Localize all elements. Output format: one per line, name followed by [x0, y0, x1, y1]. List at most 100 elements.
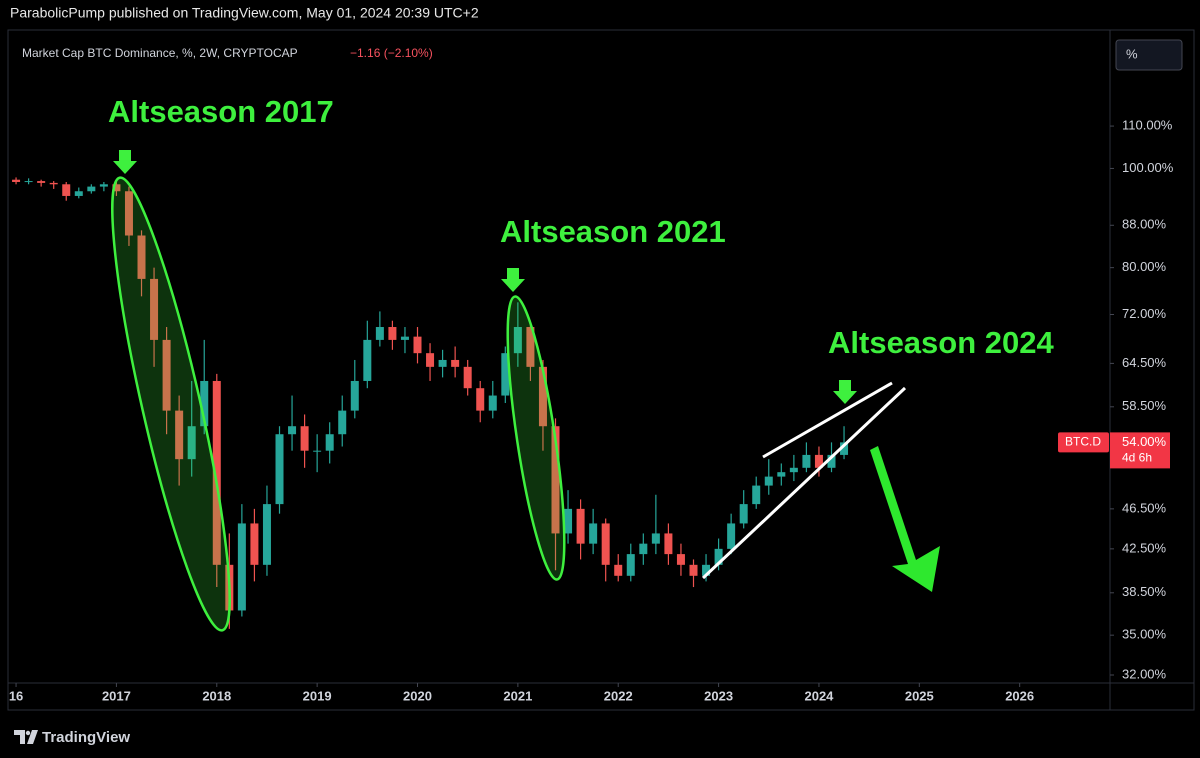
y-tick-label: 58.50%	[1122, 398, 1167, 413]
annotation: Altseason 2021	[500, 214, 726, 249]
candle-body	[49, 182, 58, 185]
candle-body	[325, 434, 334, 451]
candle-body	[601, 523, 610, 565]
candle-body	[37, 181, 46, 183]
logo-dot	[25, 730, 31, 736]
candle-body	[827, 454, 836, 468]
plot-area	[12, 177, 849, 629]
x-tick-label: 2018	[202, 688, 231, 703]
price-tag	[1110, 432, 1170, 469]
candle-body	[777, 472, 786, 477]
candle-body	[689, 564, 698, 576]
x-tick-label: 2026	[1005, 688, 1034, 703]
candle-body	[551, 426, 560, 534]
candle-body	[162, 339, 171, 411]
candle-body	[752, 485, 761, 505]
y-tick-label: 72.00%	[1122, 306, 1167, 321]
highlight-ellipse	[111, 176, 231, 632]
candle-body	[451, 359, 460, 367]
candle-body	[564, 508, 573, 534]
x-tick-label: 2024	[804, 688, 834, 703]
scale-button[interactable]	[1115, 39, 1183, 71]
candle-body	[476, 388, 485, 411]
x-tick-label: 2025	[905, 688, 934, 703]
x-tick-label: 2017	[102, 688, 131, 703]
y-tick-label: 32.00%	[1122, 666, 1167, 681]
candle-body	[538, 366, 547, 427]
y-tick-label: 80.00%	[1122, 259, 1167, 274]
candle-body	[275, 434, 284, 505]
symbol-tag-label: BTC.D	[1065, 435, 1101, 449]
y-tick-label: 88.00%	[1122, 217, 1167, 232]
candle-body	[74, 191, 83, 196]
y-tick-label: 38.50%	[1122, 584, 1167, 599]
trend-line	[762, 381, 893, 459]
price-change: −1.16 (−2.10%)	[350, 46, 433, 60]
tradingview-logo	[14, 730, 38, 744]
highlight-ellipse	[506, 295, 566, 581]
candle-body	[237, 523, 246, 611]
y-tick-label: 46.50%	[1122, 500, 1167, 515]
candle-body	[840, 442, 849, 455]
y-tick-label: 100.00%	[1122, 160, 1174, 175]
candle-body	[614, 564, 623, 576]
candle-body	[300, 426, 309, 451]
countdown-label: 4d 6h	[1122, 451, 1152, 465]
candle-body	[413, 336, 422, 354]
candle-body	[124, 191, 133, 236]
down-arrow	[113, 150, 137, 174]
price-tag-label: 54.00%	[1122, 434, 1167, 449]
x-tick-label: 2021	[503, 688, 532, 703]
publisher-line: ParabolicPump published on TradingView.c…	[10, 5, 479, 21]
candle-body	[350, 380, 359, 411]
candle-body	[814, 454, 823, 468]
forecast-arrow	[870, 446, 940, 592]
annotation: Altseason 2017	[108, 94, 334, 129]
candle-body	[150, 278, 159, 340]
candle-body	[501, 353, 510, 396]
y-tick-label: 35.00%	[1122, 627, 1167, 642]
candle-body	[526, 327, 535, 367]
candle-body	[426, 353, 435, 367]
drawings	[111, 150, 940, 632]
candle-body	[288, 426, 297, 435]
candle-body	[262, 504, 271, 565]
x-tick-label: 2022	[604, 688, 633, 703]
candle-body	[112, 184, 121, 192]
candle-body	[388, 327, 397, 340]
candle-body	[250, 523, 259, 565]
candle-body	[363, 339, 372, 381]
down-arrow	[833, 380, 857, 404]
candle-body	[438, 359, 447, 367]
annotation: Altseason 2024	[828, 325, 1054, 360]
candle-body	[576, 508, 585, 544]
y-tick-label: 64.50%	[1122, 355, 1167, 370]
candle-body	[187, 426, 196, 460]
logo-mark	[14, 730, 38, 744]
candle-body	[513, 327, 522, 354]
candle-body	[200, 380, 209, 427]
candle-body	[764, 476, 773, 486]
footer-brand: TradingView	[42, 729, 130, 746]
symbol-title: Market Cap BTC Dominance, %, 2W, CRYPTOC…	[22, 46, 298, 60]
candle-body	[99, 184, 108, 187]
candle-body	[137, 235, 146, 279]
candle-body	[589, 523, 598, 544]
candle-body	[375, 327, 384, 340]
candle-body	[24, 181, 33, 183]
chart-frame	[7, 29, 1195, 711]
candle-body	[714, 548, 723, 565]
x-tick-label: 2019	[303, 688, 332, 703]
candle-body	[802, 454, 811, 468]
candle-body	[400, 336, 409, 340]
scale-button-label[interactable]: %	[1126, 46, 1138, 61]
candle-body	[175, 410, 184, 460]
candle-body	[727, 523, 736, 549]
x-tick-label: 16	[9, 688, 23, 703]
x-tick-label: 2020	[403, 688, 432, 703]
candle-body	[488, 395, 497, 411]
candle-body	[702, 564, 711, 576]
down-arrow	[501, 268, 525, 292]
